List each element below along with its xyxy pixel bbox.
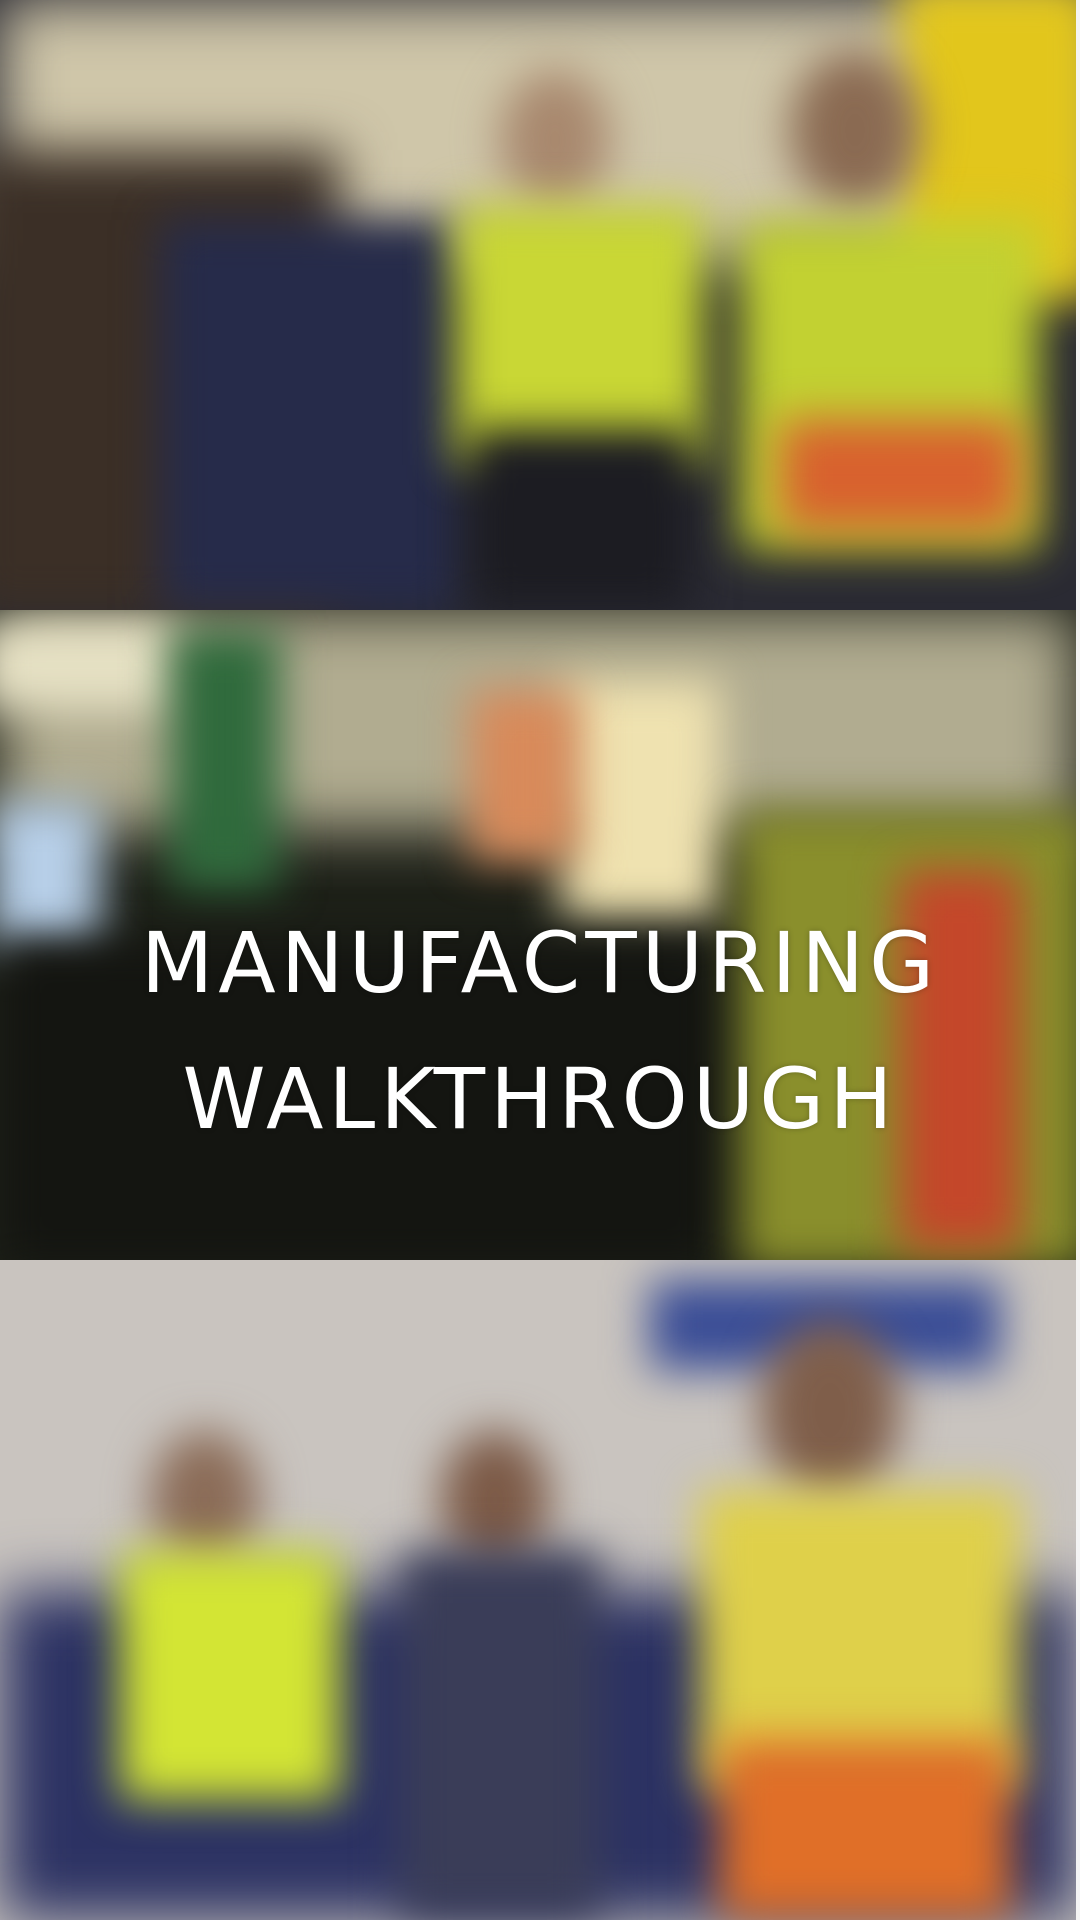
vest-stripe	[900, 870, 1020, 1250]
title-line-1: MANUFACTURING	[140, 914, 940, 1012]
photo-panel-middle	[0, 610, 1076, 1260]
safety-vest	[455, 205, 705, 465]
right-border	[1076, 0, 1080, 1920]
dark-suit	[400, 1550, 600, 1920]
label-plate	[0, 620, 180, 710]
green-panel	[170, 630, 280, 890]
screen-glow	[0, 800, 100, 950]
photo-panel-bottom	[0, 1260, 1076, 1920]
dark-machine-base	[0, 940, 720, 1260]
hand-with-phone	[470, 690, 580, 860]
title-line-2: WALKTHROUGH	[182, 1050, 898, 1148]
person-head	[150, 1430, 260, 1570]
person-head	[790, 50, 920, 210]
person-head	[760, 1320, 900, 1500]
navy-wall	[160, 220, 460, 610]
dark-clothing	[470, 430, 690, 610]
title-block: MANUFACTURING WALKTHROUGH	[0, 895, 1080, 1167]
safety-vest	[120, 1550, 340, 1800]
person-head	[500, 70, 610, 210]
vest-lower	[720, 1740, 1010, 1920]
light-glare	[560, 680, 720, 920]
photo-panel-top	[0, 0, 1076, 610]
vest-stripe	[780, 420, 1020, 530]
person-head	[440, 1430, 550, 1570]
